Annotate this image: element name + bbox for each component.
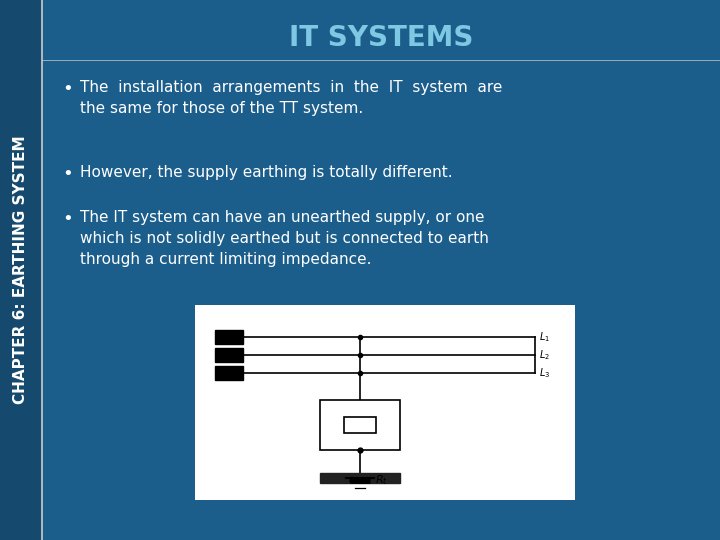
Text: IT SYSTEMS: IT SYSTEMS: [289, 24, 473, 52]
Text: •: •: [62, 210, 73, 228]
Text: However, the supply earthing is totally different.: However, the supply earthing is totally …: [80, 165, 453, 180]
Bar: [215, 330, 243, 344]
Text: $L_2$: $L_2$: [539, 348, 550, 362]
Bar: [0, 0, 42, 540]
Bar: [320, 400, 400, 450]
Text: CHAPTER 6: EARTHING SYSTEM: CHAPTER 6: EARTHING SYSTEM: [14, 136, 29, 404]
Text: The  installation  arrangements  in  the  IT  system  are
the same for those of : The installation arrangements in the IT …: [80, 80, 503, 116]
Text: The IT system can have an unearthed supply, or one
which is not solidly earthed : The IT system can have an unearthed supp…: [80, 210, 489, 267]
Bar: [215, 348, 243, 362]
Text: $L_3$: $L_3$: [539, 366, 550, 380]
Bar: [215, 366, 243, 380]
Bar: [320, 473, 400, 483]
Text: $R_t$: $R_t$: [375, 474, 388, 488]
Text: •: •: [62, 80, 73, 98]
Bar: [195, 305, 575, 500]
Bar: [344, 417, 376, 433]
Text: $L_1$: $L_1$: [539, 330, 550, 344]
Text: •: •: [62, 165, 73, 183]
